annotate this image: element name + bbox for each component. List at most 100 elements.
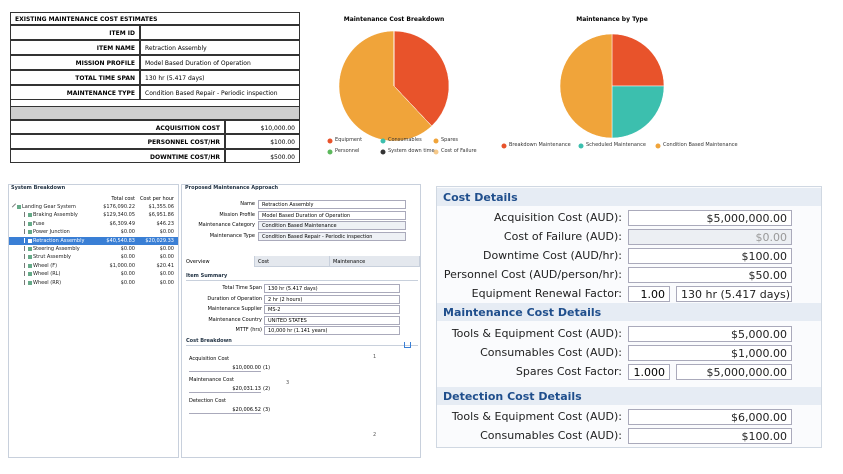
- row-label: TOTAL TIME SPAN: [10, 70, 140, 85]
- section-header: Detection Cost Details: [437, 387, 821, 405]
- tree-toggle[interactable]: [24, 220, 28, 226]
- chart-title: Maintenance by Type: [576, 16, 648, 23]
- row-per-hour: $46.23: [156, 220, 175, 227]
- tree-toggle[interactable]: [24, 237, 28, 243]
- factor-input[interactable]: 1.00: [628, 286, 670, 302]
- value-input[interactable]: $6,000.00: [628, 409, 792, 425]
- cost-index: (3): [263, 407, 271, 413]
- row-value: [140, 25, 300, 40]
- row-name[interactable]: Wheel (F): [33, 262, 58, 269]
- export-icon[interactable]: [404, 342, 411, 348]
- field-value: 130 hr (5.417 days): [264, 284, 400, 293]
- row-total: $0.00: [120, 254, 135, 261]
- legend-swatch: [380, 138, 386, 144]
- value-input[interactable]: $5,000.00: [628, 326, 792, 342]
- field-label: Maintenance Supplier: [207, 306, 262, 312]
- row-label: ITEM ID: [10, 25, 140, 40]
- section-header: Maintenance Cost Details: [437, 303, 821, 321]
- panel-title: Proposed Maintenance Approach: [185, 185, 279, 191]
- field-label: Equipment Renewal Factor:: [471, 287, 622, 300]
- field-label: Maintenance Category: [198, 222, 255, 228]
- tree-icon: [28, 263, 32, 268]
- tab[interactable]: Maintenance: [330, 256, 420, 267]
- field-value: Retraction Assembly: [258, 200, 406, 209]
- row-per-hour: $0.00: [159, 279, 174, 286]
- row-per-hour: $20,029.33: [145, 237, 174, 244]
- row-label: ITEM NAME: [10, 40, 140, 55]
- legend-label: Personnel: [335, 148, 360, 154]
- tree-toggle[interactable]: [24, 262, 28, 268]
- legend-label: Equipment: [335, 137, 363, 143]
- field-label: Maintenance Type: [209, 232, 255, 239]
- legend-swatch: [655, 143, 661, 149]
- pie-label: 3: [286, 380, 290, 386]
- value-input[interactable]: 130 hr (5.417 days): [676, 286, 792, 302]
- legend-label: Condition Based Maintenance: [663, 142, 738, 148]
- tree-toggle[interactable]: [24, 246, 28, 251]
- row-value: Condition Based Repair - Periodic inspec…: [140, 85, 300, 100]
- cost-label: PERSONNEL COST/HR: [10, 134, 225, 149]
- row-name[interactable]: Wheel (RR): [33, 279, 62, 286]
- tree-toggle[interactable]: [24, 254, 28, 260]
- tree-toggle[interactable]: [24, 212, 28, 218]
- row-name[interactable]: Landing Gear System: [22, 204, 76, 210]
- legend-swatch: [380, 149, 386, 155]
- field-label: Acquisition Cost (AUD):: [493, 211, 622, 224]
- row-name[interactable]: Braking Assembly: [33, 212, 78, 219]
- tree-toggle[interactable]: [24, 271, 28, 277]
- tree-toggle[interactable]: [24, 279, 28, 285]
- row-name[interactable]: Steering Assembly: [33, 246, 80, 252]
- cost-value: $500.00: [225, 148, 300, 163]
- row-per-hour: $0.00: [159, 246, 174, 252]
- field-label: Spares Cost Factor:: [515, 365, 622, 378]
- legend-swatch: [433, 138, 439, 144]
- value-input[interactable]: $5,000,000.00: [628, 210, 792, 226]
- row-name[interactable]: Retraction Assembly: [33, 237, 85, 244]
- row-name[interactable]: Wheel (RL): [33, 271, 61, 278]
- value-input[interactable]: $5,000,000.00: [676, 364, 792, 380]
- row-per-hour: $1,355.06: [148, 204, 174, 210]
- field-label: Name: [240, 201, 255, 207]
- row-name[interactable]: Fuse: [33, 220, 45, 227]
- field-value: 2 hr (2 hours): [264, 294, 400, 304]
- row-per-hour: $6,951.86: [148, 212, 174, 219]
- row-total: $0.00: [120, 271, 135, 278]
- row-label: MISSION PROFILE: [10, 55, 140, 70]
- tree-icon: [28, 272, 32, 277]
- legend-swatch: [433, 149, 439, 155]
- row-value: 130 hr (5.417 days): [140, 70, 300, 85]
- row-name[interactable]: Power Junction: [33, 229, 70, 236]
- tree-icon: [28, 230, 32, 235]
- row-name[interactable]: Strut Assembly: [33, 254, 72, 261]
- row-total: $129,340.05: [103, 212, 135, 219]
- row-total: $0.00: [120, 229, 135, 236]
- cost-value: $20,031.13: [189, 386, 261, 393]
- tree-toggle[interactable]: [24, 229, 28, 235]
- tab[interactable]: Cost: [255, 256, 330, 267]
- value-input[interactable]: $1,000.00: [628, 345, 792, 361]
- legend-label: Breakdown Maintenance: [509, 142, 571, 148]
- tree-icon: [28, 247, 32, 251]
- factor-input[interactable]: 1.000: [628, 364, 670, 380]
- field-label: Tools & Equipment Cost (AUD):: [451, 410, 622, 423]
- tab[interactable]: Overview: [183, 256, 255, 267]
- row-total: $40,540.83: [106, 237, 135, 244]
- column-header: Total cost: [111, 196, 135, 202]
- pie-slice: [559, 33, 613, 139]
- panel-title: System Breakdown: [11, 185, 66, 191]
- tree-icon: [17, 205, 21, 209]
- table-title: EXISTING MAINTENANCE COST ESTIMATES: [10, 12, 300, 25]
- row-total: $0.00: [120, 279, 135, 286]
- row-per-hour: $0.00: [159, 271, 174, 278]
- value-input[interactable]: $100.00: [628, 428, 792, 444]
- field-value[interactable]: Condition Based Repair - Periodic inspec…: [258, 231, 406, 241]
- value-input[interactable]: $50.00: [628, 267, 792, 283]
- legend-swatch: [327, 138, 333, 144]
- value-input[interactable]: $100.00: [628, 248, 792, 264]
- pie-slice: [611, 33, 665, 87]
- row-per-hour: $20.41: [156, 262, 175, 269]
- field-value[interactable]: Condition Based Maintenance: [258, 221, 406, 230]
- legend-label: Consumables: [388, 137, 422, 143]
- cost-value: $100.00: [225, 134, 300, 149]
